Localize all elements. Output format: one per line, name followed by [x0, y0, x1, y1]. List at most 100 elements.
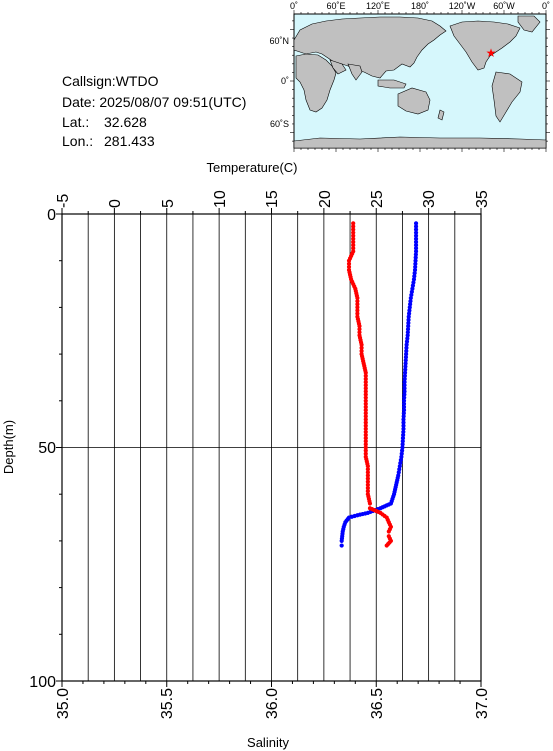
temperature-series	[339, 221, 419, 548]
temperature-point	[408, 302, 413, 307]
salinity-point	[365, 473, 370, 478]
salinity-point	[363, 445, 368, 450]
map-lon-label: 120˚E	[366, 1, 390, 11]
temperature-point	[396, 470, 401, 475]
temperature-point	[402, 373, 407, 378]
temperature-point	[409, 292, 414, 298]
temperature-point	[413, 224, 419, 229]
depth-axis-label: Depth(m)	[1, 420, 16, 474]
salinity-point	[351, 243, 356, 248]
temperature-point	[401, 426, 406, 431]
map-frame-ticks	[290, 10, 550, 152]
temperature-point	[399, 454, 404, 459]
salinity-point	[351, 221, 356, 226]
land-india	[347, 63, 363, 81]
salinity-point	[355, 299, 360, 304]
temperature-point	[403, 361, 408, 366]
lat-value: 32.628	[104, 114, 147, 130]
temperature-point	[397, 464, 402, 469]
temperature-point	[398, 460, 403, 466]
temperature-tick-labels: -5 0 5 10 15 20 25 30 35	[55, 190, 491, 208]
temperature-point	[403, 358, 408, 363]
temperature-point	[400, 445, 405, 450]
salinity-point	[346, 264, 352, 270]
salinity-point	[363, 442, 368, 447]
land-greenland	[517, 15, 541, 33]
map-lon-label: 0˚	[542, 1, 550, 11]
salinity-point	[363, 439, 368, 444]
temperature-point	[400, 442, 405, 447]
salinity-axis-label: Salinity	[247, 735, 289, 750]
salinity-tick-labels: 35.0 35.5 36.0 36.5 37.0	[55, 688, 491, 719]
salinity-tick-label: 35.0	[55, 688, 72, 719]
salinity-point	[357, 323, 362, 329]
depth-tick-label: 100	[29, 674, 56, 691]
land-indonesia	[377, 79, 407, 89]
land-new-zealand	[437, 109, 445, 121]
salinity-point	[363, 389, 368, 394]
salinity-point	[363, 380, 368, 385]
land-south-america	[491, 71, 523, 123]
temperature-point	[401, 411, 406, 416]
temperature-point	[401, 423, 406, 428]
lat-label: Lat.:	[62, 114, 89, 130]
land-africa	[295, 53, 337, 113]
salinity-point	[384, 543, 389, 548]
salinity-tick-label: 35.5	[159, 688, 176, 719]
temperature-point	[406, 317, 411, 322]
land-australia	[397, 87, 431, 115]
temp-tick-label: 15	[264, 190, 281, 208]
temperature-point	[404, 348, 409, 354]
salinity-point	[357, 330, 362, 335]
temperature-point	[401, 417, 406, 422]
salinity-point	[365, 476, 370, 481]
salinity-point	[367, 501, 373, 506]
temperature-point	[413, 264, 418, 270]
temperature-point	[403, 355, 409, 360]
temperature-point	[411, 280, 416, 285]
temp-tick-label: 25	[369, 190, 386, 208]
date-text: Date: 2025/08/07 09:51(UTC)	[62, 94, 246, 110]
salinity-point	[363, 401, 368, 407]
temperature-point	[413, 236, 419, 242]
temp-tick-label: 35	[474, 190, 491, 208]
map-top-labels: 0˚ 60˚E 120˚E 180˚ 120˚W 60˚W 0˚	[290, 1, 550, 11]
salinity-point	[351, 246, 356, 251]
temperature-point	[406, 311, 412, 316]
temperature-point	[412, 267, 418, 273]
temperature-point	[413, 227, 419, 232]
temperature-point	[401, 432, 406, 438]
salinity-point	[365, 464, 370, 469]
salinity-point	[351, 224, 356, 229]
map-lon-label: 60˚W	[493, 1, 515, 11]
temperature-point	[413, 221, 419, 226]
temp-tick-label: -5	[55, 194, 72, 208]
land-north-america	[449, 20, 521, 71]
temperature-point	[407, 308, 412, 313]
salinity-point	[365, 482, 370, 487]
temperature-point	[412, 274, 417, 279]
salinity-point	[346, 261, 352, 266]
temperature-point	[401, 401, 407, 407]
salinity-tick-label: 36.5	[369, 688, 386, 719]
temperature-point	[406, 320, 411, 326]
salinity-point	[357, 327, 362, 332]
temperature-point	[339, 538, 344, 544]
temperature-point	[410, 286, 415, 291]
temperature-point	[405, 327, 411, 332]
temperature-point	[402, 392, 407, 397]
salinity-point	[363, 451, 368, 456]
salinity-point	[351, 230, 356, 235]
salinity-point	[351, 233, 356, 238]
depth-tick-label: 50	[38, 440, 56, 457]
temperature-axis-label: Temperature(C)	[206, 160, 297, 175]
temperature-point	[403, 364, 408, 369]
salinity-point	[363, 383, 368, 388]
salinity-point	[363, 411, 368, 416]
temp-tick-label: 10	[212, 190, 229, 208]
temperature-point	[405, 336, 410, 341]
temperature-point	[401, 429, 406, 435]
salinity-point	[365, 470, 370, 475]
salinity-point	[363, 370, 368, 375]
land-eurasia	[293, 16, 447, 79]
